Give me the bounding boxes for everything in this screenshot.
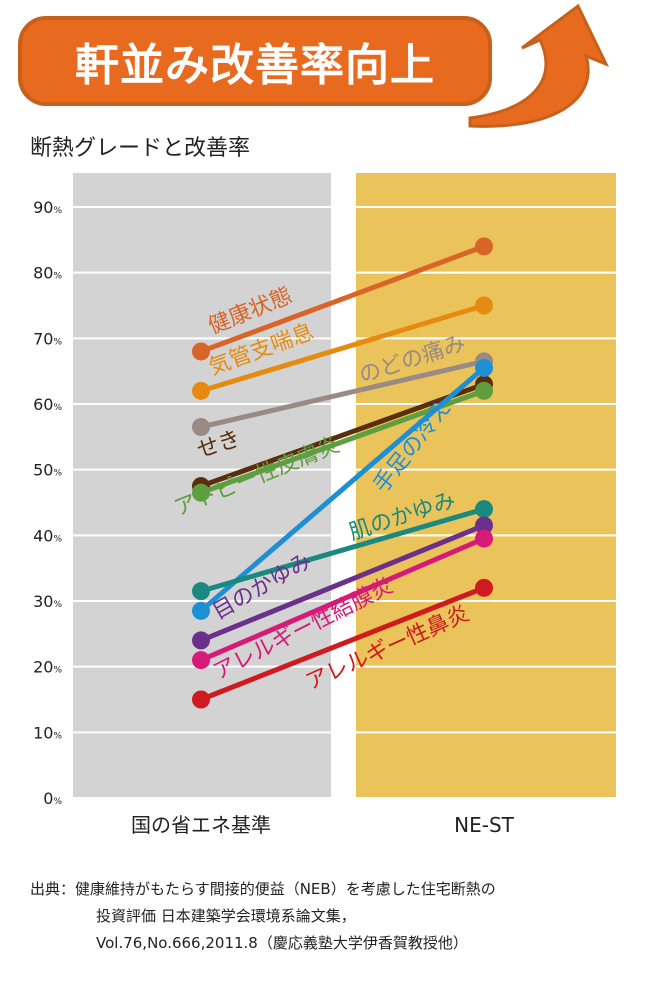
data-point [475,516,493,535]
data-point [192,601,210,620]
y-tick-label: 90% [33,198,62,217]
data-point [192,417,210,436]
data-point [192,651,210,670]
source-line-2: 投資評価 日本建築学会環境系論文集， [96,907,356,925]
data-point [192,582,210,601]
source-citation: 出典：健康維持がもたらす間接的便益（NEB）を考慮した住宅断熱の 投資評価 日本… [30,876,496,957]
series-line [199,365,486,613]
data-point [192,381,210,400]
data-point [192,342,210,361]
data-point [475,529,493,548]
data-point [475,237,493,256]
series-line [200,536,485,663]
y-tick-label: 30% [33,592,62,611]
data-point [475,358,493,377]
series-line [200,506,485,594]
x-category-label: 国の省エネ基準 [131,813,271,837]
banner-title: 軒並み改善率向上 [20,18,490,104]
data-point [475,578,493,597]
arrow-up-icon [468,3,610,128]
banner-title-text: 軒並み改善率向上 [75,40,435,91]
series-line [200,381,485,489]
source-line-1: 出典：健康維持がもたらす間接的便益（NEB）を考慮した住宅断熱の [30,880,496,898]
data-point [475,500,493,519]
x-category-label: NE-ST [454,813,515,837]
y-tick-label: 50% [33,461,62,480]
source-line-3: Vol.76,No.666,2011.8（慶応義塾大学伊香賀教授他） [96,934,468,952]
y-tick-label: 60% [33,395,62,414]
series-line [200,585,485,702]
banner-box [18,16,492,106]
data-point [475,381,493,400]
series-line [200,358,485,430]
y-tick-label: 20% [33,658,62,677]
y-tick-label: 10% [33,723,62,742]
series-line [200,303,485,394]
y-tick-label: 0% [43,789,62,808]
data-point [475,296,493,315]
chart-subtitle: 断熱グレードと改善率 [30,136,251,161]
data-point [192,483,210,502]
y-tick-label: 80% [33,264,62,283]
y-tick-label: 70% [33,329,62,348]
data-point [192,690,210,709]
data-point [192,631,210,650]
series-line [200,523,485,643]
y-tick-label: 40% [33,526,62,545]
series-line [200,244,485,354]
